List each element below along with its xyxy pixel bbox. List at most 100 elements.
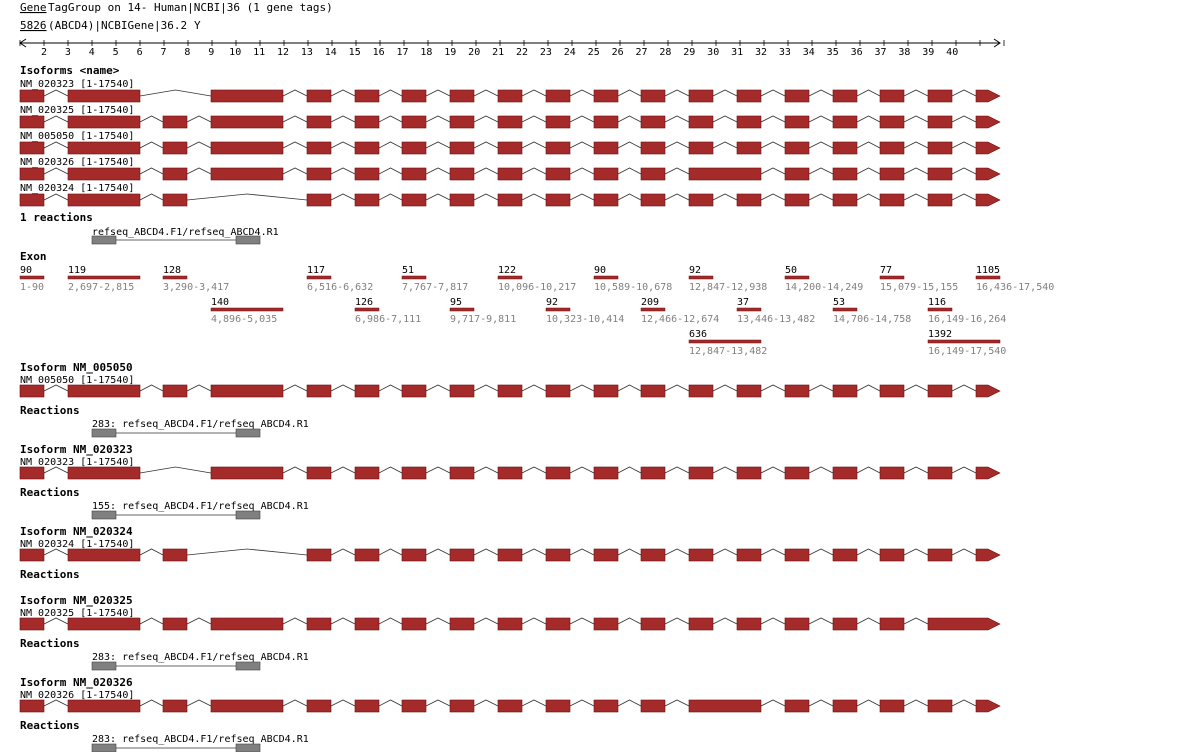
exon-block[interactable] <box>927 141 953 155</box>
exon-bar[interactable] <box>593 275 619 280</box>
exon-block[interactable] <box>736 466 762 480</box>
exon-block[interactable] <box>449 548 475 562</box>
exon-block[interactable] <box>306 466 332 480</box>
exon-block[interactable] <box>19 466 45 480</box>
exon-block[interactable] <box>736 115 762 129</box>
exon-block[interactable] <box>306 617 332 631</box>
exon-block[interactable] <box>545 699 571 713</box>
exon-block[interactable] <box>19 115 45 129</box>
exon-block[interactable] <box>640 548 666 562</box>
exon-block[interactable] <box>354 89 380 103</box>
exon-bar[interactable] <box>497 275 523 280</box>
exon-block[interactable] <box>688 699 762 713</box>
exon-bar[interactable] <box>784 275 810 280</box>
exon-arrow[interactable] <box>975 384 1001 398</box>
exon-block[interactable] <box>354 548 380 562</box>
exon-block[interactable] <box>210 617 284 631</box>
exon-block[interactable] <box>640 141 666 155</box>
exon-block[interactable] <box>162 115 188 129</box>
exon-block[interactable] <box>784 617 810 631</box>
exon-block[interactable] <box>545 466 571 480</box>
exon-arrow[interactable] <box>975 548 1001 562</box>
exon-block[interactable] <box>449 115 475 129</box>
exon-arrow[interactable] <box>975 115 1001 129</box>
exon-block[interactable] <box>19 548 45 562</box>
exon-block[interactable] <box>640 89 666 103</box>
exon-block[interactable] <box>210 115 284 129</box>
exon-block[interactable] <box>688 548 714 562</box>
exon-block[interactable] <box>306 89 332 103</box>
exon-block[interactable] <box>545 548 571 562</box>
exon-block[interactable] <box>736 141 762 155</box>
exon-block[interactable] <box>784 384 810 398</box>
exon-block[interactable] <box>162 699 188 713</box>
exon-arrow[interactable] <box>975 699 1001 713</box>
exon-block[interactable] <box>306 167 332 181</box>
exon-block[interactable] <box>832 548 858 562</box>
exon-block[interactable] <box>210 141 284 155</box>
exon-block[interactable] <box>210 699 284 713</box>
exon-block[interactable] <box>927 699 953 713</box>
exon-block[interactable] <box>688 141 714 155</box>
exon-bar[interactable] <box>640 307 666 312</box>
exon-block[interactable] <box>688 193 714 207</box>
gene-id-link[interactable]: 5826 <box>20 19 47 32</box>
exon-bar[interactable] <box>354 307 380 312</box>
exon-block[interactable] <box>19 617 45 631</box>
exon-block[interactable] <box>401 466 427 480</box>
exon-block[interactable] <box>927 466 953 480</box>
exon-arrow[interactable] <box>975 466 1001 480</box>
forward-primer[interactable] <box>91 428 117 438</box>
exon-block[interactable] <box>640 167 666 181</box>
reverse-primer[interactable] <box>235 743 261 752</box>
exon-block[interactable] <box>688 89 714 103</box>
exon-block[interactable] <box>927 167 953 181</box>
exon-bar[interactable] <box>736 307 762 312</box>
exon-block[interactable] <box>927 384 953 398</box>
forward-primer[interactable] <box>91 510 117 520</box>
exon-arrow[interactable] <box>975 167 1001 181</box>
exon-bar[interactable] <box>210 307 284 312</box>
exon-block[interactable] <box>449 699 475 713</box>
exon-arrow[interactable] <box>975 141 1001 155</box>
exon-block[interactable] <box>401 384 427 398</box>
exon-block[interactable] <box>593 466 619 480</box>
exon-block[interactable] <box>832 89 858 103</box>
forward-primer[interactable] <box>91 743 117 752</box>
exon-block[interactable] <box>688 167 762 181</box>
exon-block[interactable] <box>640 384 666 398</box>
exon-block[interactable] <box>736 89 762 103</box>
exon-block[interactable] <box>67 699 141 713</box>
exon-block[interactable] <box>306 141 332 155</box>
exon-bar[interactable] <box>67 275 141 280</box>
exon-block[interactable] <box>784 167 810 181</box>
exon-block[interactable] <box>354 193 380 207</box>
exon-block[interactable] <box>784 699 810 713</box>
exon-block[interactable] <box>832 141 858 155</box>
exon-block[interactable] <box>784 548 810 562</box>
exon-block[interactable] <box>354 115 380 129</box>
exon-block[interactable] <box>593 141 619 155</box>
exon-block[interactable] <box>593 167 619 181</box>
exon-block[interactable] <box>306 384 332 398</box>
exon-block[interactable] <box>832 167 858 181</box>
reverse-primer[interactable] <box>235 510 261 520</box>
exon-block[interactable] <box>784 89 810 103</box>
exon-block[interactable] <box>401 141 427 155</box>
exon-bar[interactable] <box>19 275 45 280</box>
exon-block[interactable] <box>401 89 427 103</box>
exon-block[interactable] <box>879 548 905 562</box>
exon-block[interactable] <box>545 384 571 398</box>
exon-block[interactable] <box>832 193 858 207</box>
exon-block[interactable] <box>927 89 953 103</box>
exon-block[interactable] <box>640 617 666 631</box>
exon-block[interactable] <box>497 115 523 129</box>
exon-block[interactable] <box>593 89 619 103</box>
exon-block[interactable] <box>593 384 619 398</box>
exon-block[interactable] <box>736 193 762 207</box>
exon-block[interactable] <box>545 617 571 631</box>
exon-block[interactable] <box>640 115 666 129</box>
exon-block[interactable] <box>497 617 523 631</box>
exon-block[interactable] <box>401 548 427 562</box>
exon-bar[interactable] <box>688 275 714 280</box>
